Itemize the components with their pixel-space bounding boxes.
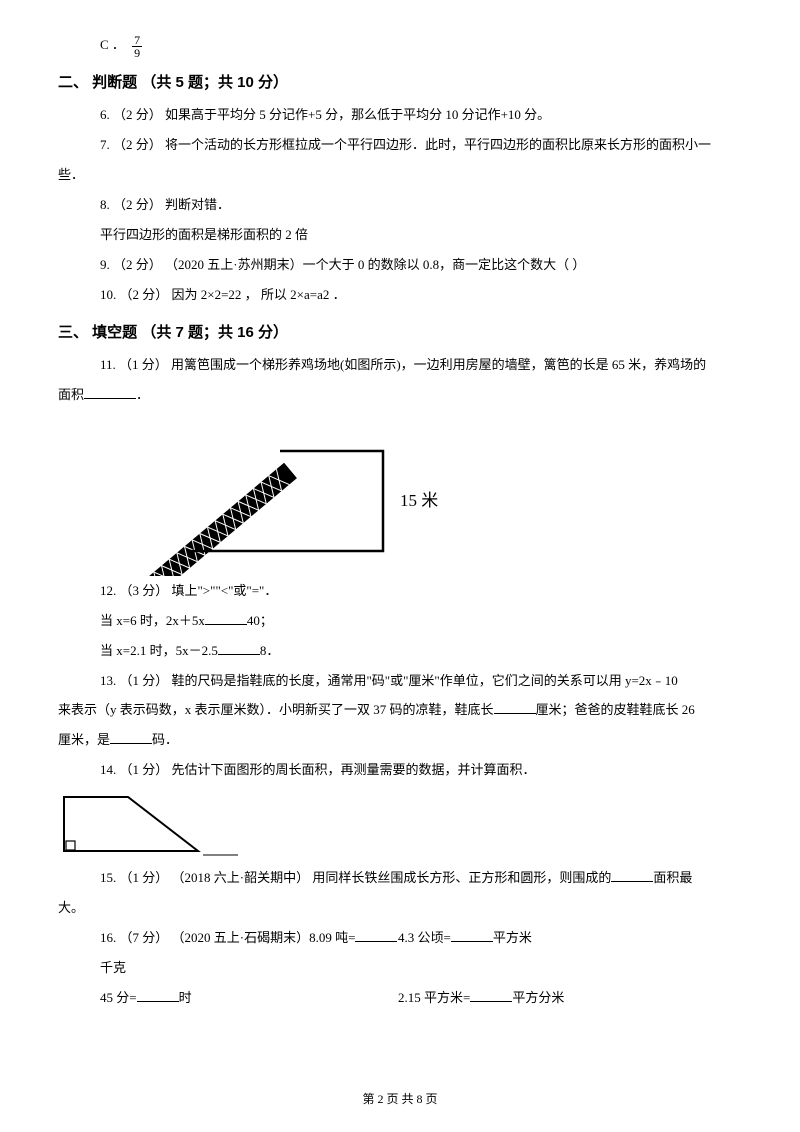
q11-prefix: 面积: [58, 387, 84, 402]
figure-right-trapezoid: [58, 791, 742, 863]
figure-label-15m: 15 米: [400, 491, 438, 510]
question-7-line1: 7. （2 分） 将一个活动的长方形框拉成一个平行四边形．此时，平行四边形的面积…: [58, 130, 742, 160]
blank-q12-1[interactable]: [205, 612, 247, 625]
question-15-line1: 15. （1 分） （2018 六上·韶关期中） 用同样长铁丝围成长方形、正方形…: [58, 863, 742, 893]
q16-mid: 千克: [100, 960, 126, 975]
q12b-post: 40；: [247, 613, 273, 628]
question-14: 14. （1 分） 先估计下面图形的周长面积，再测量需要的数据，并计算面积．: [58, 755, 742, 785]
q15-post: 面积最: [653, 870, 692, 885]
question-7-line2: 些．: [58, 160, 742, 190]
q17a-pre: 45 分=: [100, 990, 137, 1005]
question-12-line2: 当 x=6 时，2x＋5x 40；: [58, 606, 742, 636]
q17b-post: 平方分米: [512, 990, 564, 1005]
question-12-line3: 当 x=2.1 时，5x－2.5 8．: [58, 636, 742, 666]
page-footer: 第 2 页 共 8 页: [0, 1086, 800, 1114]
blank-q13-1[interactable]: [494, 701, 536, 714]
q17b-pre: 2.15 平方米=: [398, 990, 470, 1005]
question-8-line1: 8. （2 分） 判断对错．: [58, 190, 742, 220]
blank-q17-2[interactable]: [470, 989, 512, 1002]
section-3-header: 三、 填空题 （共 7 题；共 16 分）: [58, 316, 742, 351]
option-c-letter: C ．: [100, 37, 125, 52]
question-12-line1: 12. （3 分） 填上">""<"或"="．: [58, 576, 742, 606]
fraction-7-9: 7 9: [132, 34, 142, 59]
blank-q11[interactable]: [84, 386, 136, 399]
question-6: 6. （2 分） 如果高于平均分 5 分记作+5 分，那么低于平均分 10 分记…: [58, 100, 742, 130]
q12b-pre: 当 x=6 时，2x＋5x: [100, 613, 205, 628]
q16-pre: 16. （7 分） （2020 五上·石碣期末）8.09 吨=: [100, 930, 355, 945]
figure-trapezoid: 15 米: [128, 416, 742, 576]
blank-q12-2[interactable]: [218, 642, 260, 655]
blank-q13-2[interactable]: [110, 731, 152, 744]
q12c-pre: 当 x=2.1 时，5x－2.5: [100, 643, 218, 658]
question-10: 10. （2 分） 因为 2×2=22 ， 所以 2×a=a2 ．: [58, 280, 742, 310]
q13c-post: 码．: [152, 732, 178, 747]
question-13-line3: 厘米，是 码．: [58, 725, 742, 755]
blank-q16-2[interactable]: [451, 929, 493, 942]
question-16-row: 16. （7 分） （2020 五上·石碣期末）8.09 吨= 千克 4.3 公顷…: [58, 923, 742, 983]
blank-q15[interactable]: [611, 869, 653, 882]
question-15-line2: 大。: [58, 893, 742, 923]
blank-q17-1[interactable]: [137, 989, 179, 1002]
q16b-post: 平方米: [493, 930, 532, 945]
question-11-line2: 面积 ．: [58, 380, 742, 410]
section-2-header: 二、 判断题 （共 5 题；共 10 分）: [58, 66, 742, 101]
option-c: C ． 7 9: [58, 30, 742, 60]
q13b-pre: 来表示（y 表示码数，x 表示厘米数）．小明新买了一双 37 码的凉鞋，鞋底长: [58, 702, 494, 717]
question-11-line1: 11. （1 分） 用篱笆围成一个梯形养鸡场地(如图所示)，一边利用房屋的墙壁，…: [58, 350, 742, 380]
q13c-pre: 厘米，是: [58, 732, 110, 747]
blank-q16-1[interactable]: [355, 929, 397, 942]
question-13-line2: 来表示（y 表示码数，x 表示厘米数）．小明新买了一双 37 码的凉鞋，鞋底长 厘…: [58, 695, 742, 725]
question-9: 9. （2 分） （2020 五上·苏州期末）一个大于 0 的数除以 0.8，商…: [58, 250, 742, 280]
q11-suffix: ．: [136, 387, 149, 402]
q16b-pre: 4.3 公顷=: [398, 930, 451, 945]
question-8-line2: 平行四边形的面积是梯形面积的 2 倍: [58, 220, 742, 250]
q12c-post: 8．: [260, 643, 280, 658]
q17a-post: 时: [179, 990, 192, 1005]
q13b-mid: 厘米；爸爸的皮鞋鞋底长 26: [536, 702, 695, 717]
q15-pre: 15. （1 分） （2018 六上·韶关期中） 用同样长铁丝围成长方形、正方形…: [100, 870, 611, 885]
question-17-row: 45 分= 时 2.15 平方米= 平方分米: [58, 983, 742, 1013]
question-13-line1: 13. （1 分） 鞋的尺码是指鞋底的长度，通常用"码"或"厘米"作单位，它们之…: [58, 666, 742, 696]
